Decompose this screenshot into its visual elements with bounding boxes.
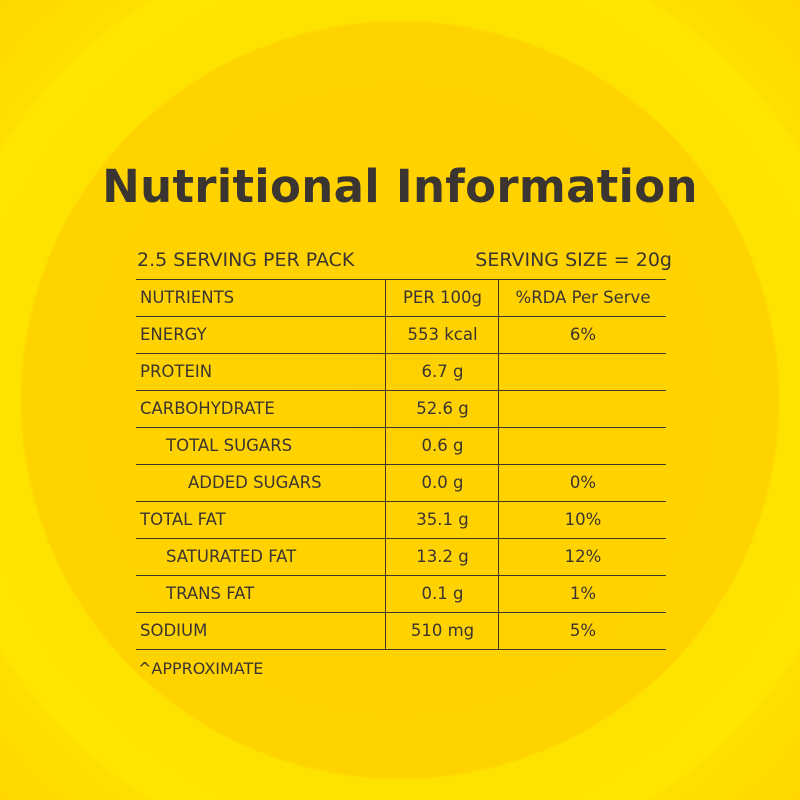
footnote: ^APPROXIMATE bbox=[138, 659, 264, 678]
nutrient-name: ENERGY bbox=[140, 325, 207, 344]
nutrient-name: CARBOHYDRATE bbox=[140, 399, 275, 418]
per-100g-value: 13.2 g bbox=[385, 539, 499, 575]
nutrient-name: TRANS FAT bbox=[166, 584, 255, 603]
nutrient-name: TOTAL FAT bbox=[140, 510, 226, 529]
table-row: ADDED SUGARS 0.0 g 0% bbox=[136, 465, 666, 502]
rda-value: 0% bbox=[498, 465, 667, 501]
rda-value: 5% bbox=[498, 613, 667, 649]
per-100g-value: 52.6 g bbox=[385, 391, 499, 427]
per-100g-value: 6.7 g bbox=[385, 354, 499, 390]
table-row: TRANS FAT 0.1 g 1% bbox=[136, 576, 666, 613]
nutrient-name: ADDED SUGARS bbox=[188, 473, 322, 492]
serving-size: SERVING SIZE = 20g bbox=[475, 249, 672, 271]
rda-value bbox=[498, 354, 667, 390]
table-row: SODIUM 510 mg 5% bbox=[136, 613, 666, 650]
rda-value: 12% bbox=[498, 539, 667, 575]
per-100g-value: 0.6 g bbox=[385, 428, 499, 464]
nutrient-name: SODIUM bbox=[140, 621, 208, 640]
per-100g-value: 0.0 g bbox=[385, 465, 499, 501]
servings-per-pack: 2.5 SERVING PER PACK bbox=[137, 249, 355, 271]
table-row: SATURATED FAT 13.2 g 12% bbox=[136, 539, 666, 576]
rda-value: 10% bbox=[498, 502, 667, 538]
table-row: PROTEIN 6.7 g bbox=[136, 354, 666, 391]
nutrient-name: PROTEIN bbox=[140, 362, 213, 381]
table-row: ENERGY 553 kcal 6% bbox=[136, 317, 666, 354]
page-title: Nutritional Information bbox=[102, 160, 698, 213]
rda-value bbox=[498, 391, 667, 427]
rda-value: 6% bbox=[498, 317, 667, 353]
header-rda: %RDA Per Serve bbox=[498, 280, 667, 316]
per-100g-value: 0.1 g bbox=[385, 576, 499, 612]
table-row: TOTAL FAT 35.1 g 10% bbox=[136, 502, 666, 539]
table-row: CARBOHYDRATE 52.6 g bbox=[136, 391, 666, 428]
nutrient-name: SATURATED FAT bbox=[166, 547, 297, 566]
rda-value: 1% bbox=[498, 576, 667, 612]
nutrition-table: NUTRIENTS PER 100g %RDA Per Serve ENERGY… bbox=[136, 279, 666, 650]
table-row: TOTAL SUGARS 0.6 g bbox=[136, 428, 666, 465]
rda-value bbox=[498, 428, 667, 464]
per-100g-value: 35.1 g bbox=[385, 502, 499, 538]
per-100g-value: 553 kcal bbox=[385, 317, 499, 353]
header-per-100g: PER 100g bbox=[385, 280, 499, 316]
header-nutrients: NUTRIENTS bbox=[140, 288, 235, 307]
table-header-row: NUTRIENTS PER 100g %RDA Per Serve bbox=[136, 280, 666, 317]
per-100g-value: 510 mg bbox=[385, 613, 499, 649]
nutrient-name: TOTAL SUGARS bbox=[166, 436, 293, 455]
